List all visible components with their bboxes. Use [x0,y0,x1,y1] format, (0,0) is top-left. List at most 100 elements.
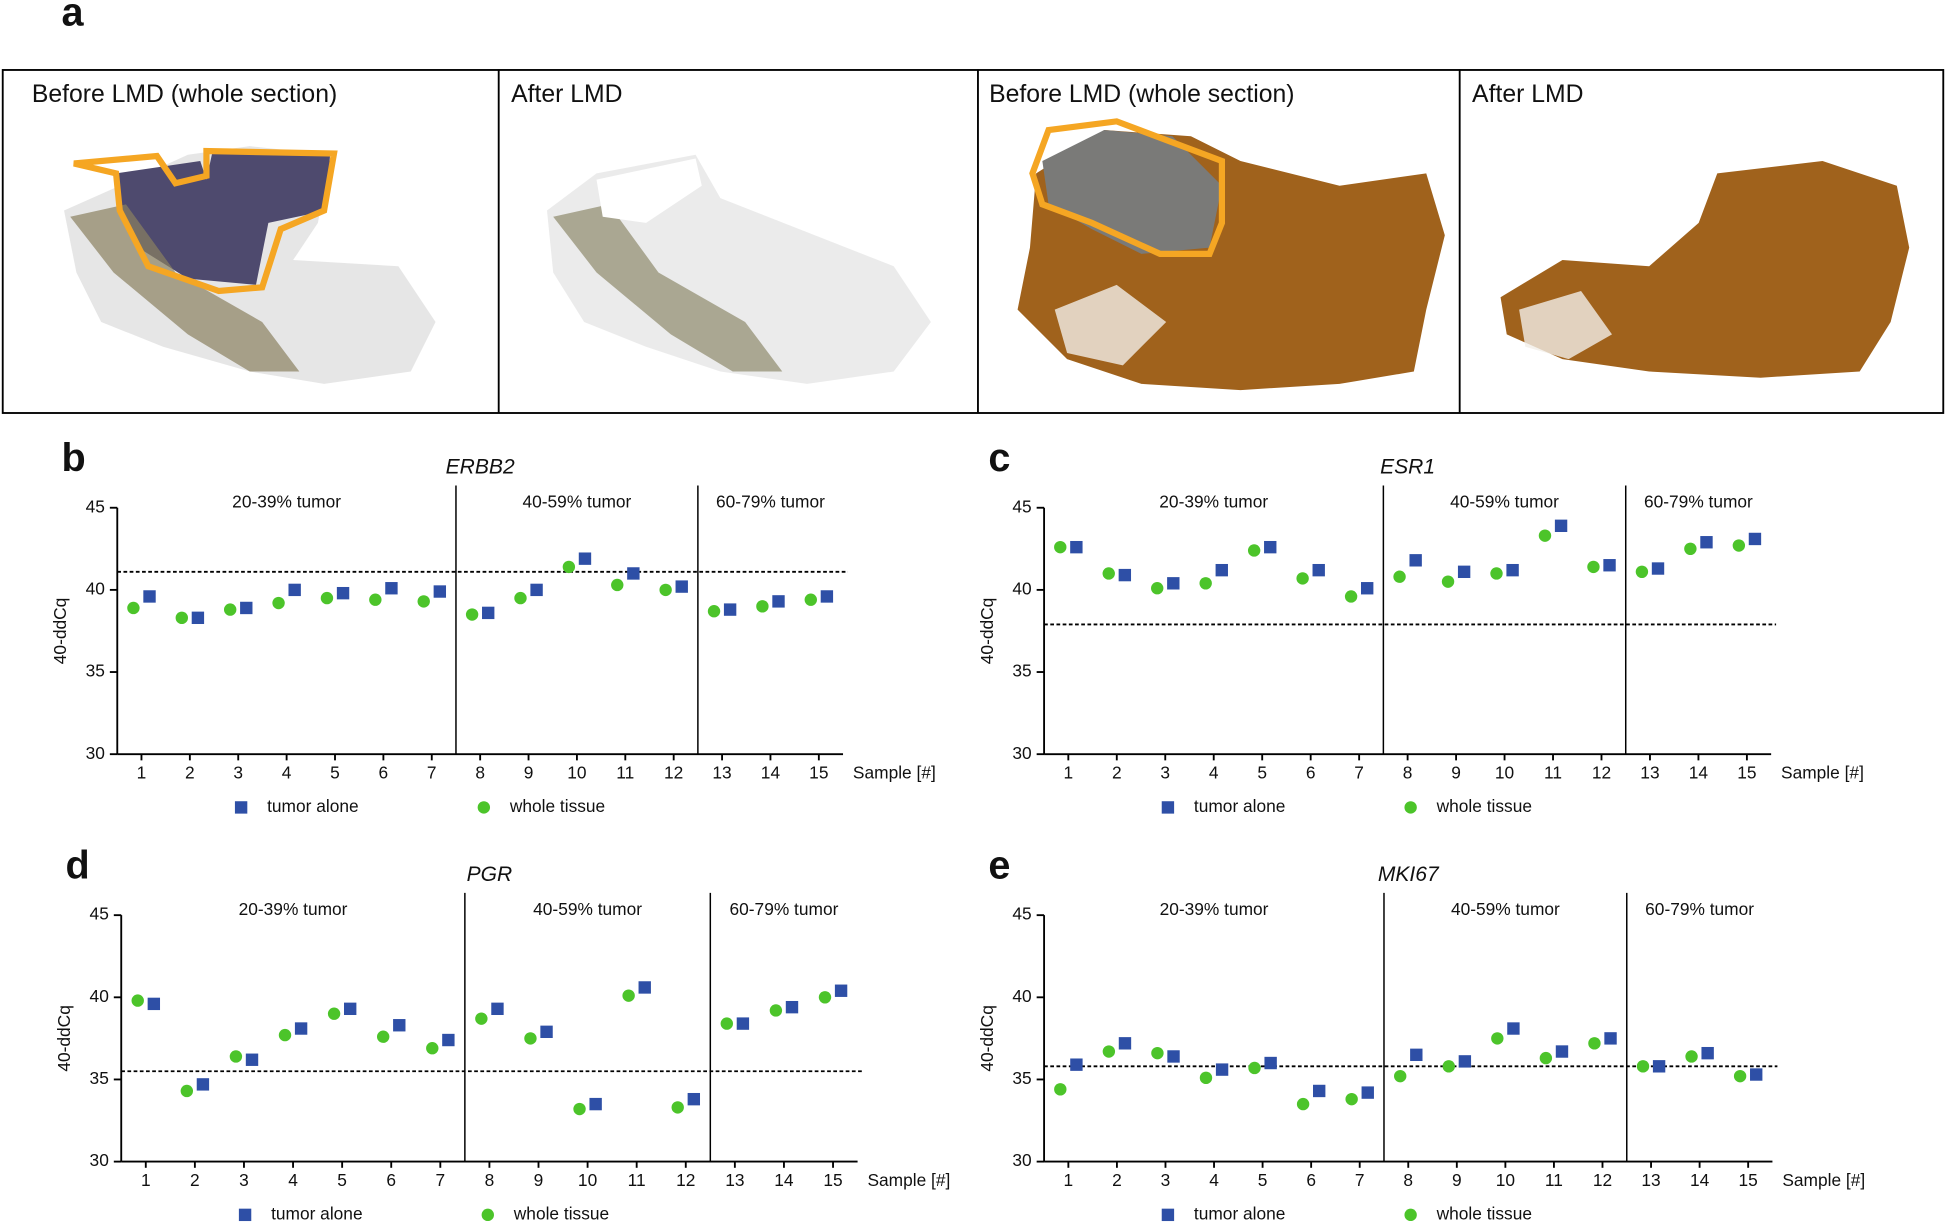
marker [191,611,205,625]
x-tick-label: 1 [141,1170,151,1190]
x-tick-label: 7 [436,1170,446,1190]
legend-swatch [1161,1208,1175,1222]
group-label: 40-59% tumor [1450,491,1559,511]
x-tick-label: 10 [1496,1170,1515,1190]
y-tick-label: 40 [1012,986,1031,1006]
x-tick-label: 7 [1355,1170,1365,1190]
marker [442,1033,455,1047]
x-tick-label: 3 [239,1170,249,1190]
marker [818,991,832,1004]
marker [1070,540,1083,554]
y-tick-label: 35 [1012,661,1031,681]
y-tick-label: 45 [1012,904,1031,924]
tissue-removed [596,158,702,223]
x-tick-label: 4 [282,763,292,783]
x-tick-label: 9 [1451,763,1461,783]
panel-letter: c [988,436,1010,480]
marker [1750,1068,1763,1081]
marker [491,1002,504,1016]
x-tick-label: 4 [1209,763,1219,783]
marker [344,1002,357,1016]
marker [1507,1022,1520,1035]
marker [1506,563,1519,577]
marker [1554,519,1568,533]
x-tick-label: 11 [1544,763,1562,783]
tissue [70,204,300,372]
tissue-tumor [116,151,331,285]
x-tick-label: 12 [1593,1170,1612,1190]
marker [659,583,672,597]
y-tick-label: 40 [1012,578,1031,598]
group-label: 20-39% tumor [239,899,348,919]
chart-title: ERBB2 [446,456,515,479]
marker [1345,1092,1358,1106]
marker [1700,536,1713,549]
group-label: 60-79% tumor [1644,491,1753,511]
x-tick-label: 10 [1495,763,1514,783]
marker [1313,1084,1326,1098]
marker [627,567,640,580]
marker [1409,554,1422,567]
marker [369,593,382,606]
marker [376,1030,390,1043]
x-tick-label: 7 [427,763,437,783]
marker [675,580,688,593]
x-axis-label: Sample [#] [867,1170,950,1190]
chart-title: PGR [467,863,513,886]
marker [1151,582,1164,595]
marker [723,603,737,616]
x-tick-label: 6 [1306,763,1316,783]
x-tick-label: 14 [1690,1170,1710,1190]
legend-swatch [238,1208,252,1222]
tissue [1519,291,1613,360]
marker [820,590,834,603]
marker [143,590,156,603]
marker [756,600,769,613]
x-tick-label: 6 [379,763,389,783]
marker [1296,1097,1310,1111]
pane-title: After LMD [1472,81,1583,108]
marker [1312,563,1325,577]
y-tick-label: 45 [90,904,109,924]
x-tick-label: 2 [190,1170,200,1190]
x-tick-label: 11 [616,763,634,783]
marker [433,585,447,598]
marker [1635,565,1649,579]
x-tick-label: 7 [1354,763,1364,783]
marker [772,595,785,608]
marker [1604,1032,1617,1045]
marker [175,611,188,625]
group-label: 60-79% tumor [1645,899,1754,919]
x-tick-label: 13 [1640,763,1659,783]
panel-letter: b [62,436,86,480]
marker [426,1042,439,1055]
y-axis-label: 40-ddCq [977,1005,997,1071]
x-tick-label: 9 [524,763,534,783]
x-axis-label: Sample [#] [1781,763,1864,783]
x-tick-label: 13 [1641,1170,1660,1190]
marker [1199,1071,1213,1085]
pane-title: After LMD [511,81,622,108]
y-tick-label: 35 [86,661,105,681]
x-tick-label: 6 [1306,1170,1316,1190]
tissue [1054,284,1167,366]
x-tick-label: 10 [567,763,586,783]
x-tick-label: 8 [475,763,485,783]
legend-label: whole tissue [509,796,605,816]
legend-swatch [234,801,248,814]
pane-title: Before LMD (whole section) [989,81,1294,108]
marker [1538,529,1552,542]
marker [1441,575,1455,588]
x-tick-label: 12 [664,763,683,783]
legend-swatch [1404,801,1417,814]
x-tick-label: 1 [137,763,147,783]
legend-label: tumor alone [1194,796,1286,816]
x-tick-label: 15 [1739,1170,1758,1190]
x-tick-label: 13 [712,763,731,783]
marker [147,997,161,1011]
y-tick-label: 30 [1012,743,1031,763]
marker [578,552,592,565]
x-tick-label: 5 [1257,763,1267,783]
